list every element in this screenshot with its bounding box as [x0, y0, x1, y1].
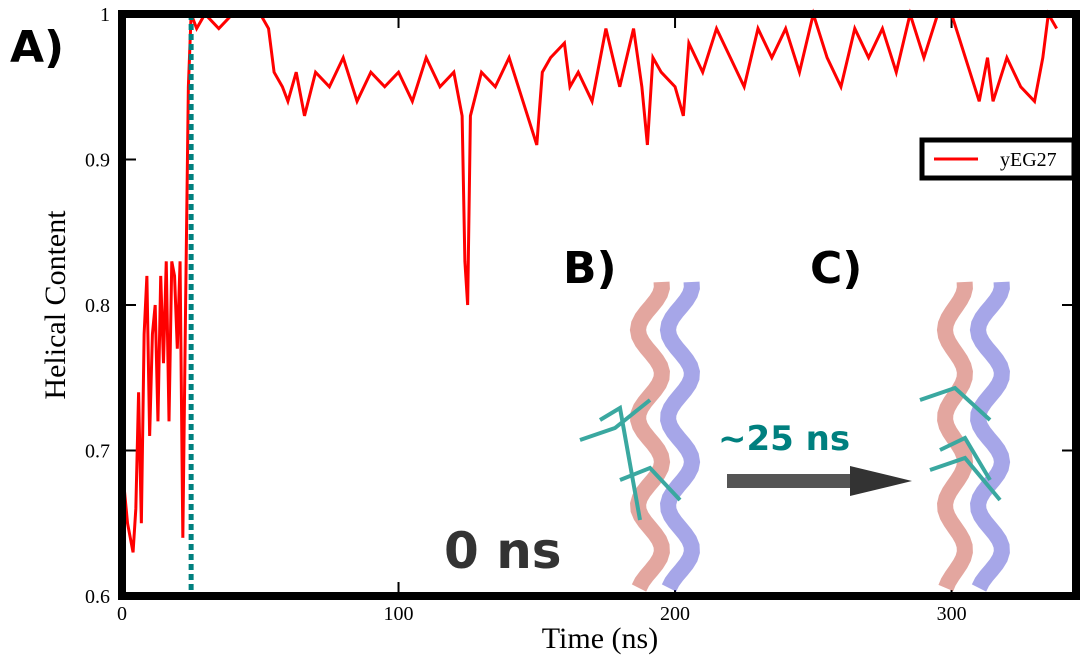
molecule — [619, 465, 682, 502]
x-tick-label: 300 — [937, 603, 967, 625]
x-axis-label: Time (ns) — [542, 622, 658, 655]
y-tick-label: 0.8 — [85, 295, 110, 317]
annotation: A) — [10, 22, 64, 73]
molecule — [929, 455, 1002, 502]
helix — [659, 281, 701, 592]
helix — [969, 281, 1011, 592]
legend-label: yEG27 — [1000, 149, 1057, 171]
y-tick-label: 0.9 — [85, 150, 110, 172]
molecule — [579, 398, 652, 442]
y-axis-label: Helical Content — [39, 210, 72, 400]
plot-frame — [118, 10, 1080, 600]
x-tick-label: 100 — [384, 603, 414, 625]
y-tick-label: 0.7 — [85, 441, 110, 463]
y-tick-label: 1 — [100, 4, 110, 26]
data-line — [120, 8, 1058, 553]
annotation: ~25 ns — [718, 419, 850, 459]
arrow-head — [850, 466, 912, 496]
molecule — [598, 404, 642, 521]
molecule — [939, 435, 992, 482]
inset-background — [570, 282, 1060, 590]
y-tick-label: 0.6 — [85, 586, 110, 608]
annotation: B) — [563, 243, 617, 294]
helix — [936, 281, 974, 592]
annotation: 0 ns — [444, 522, 562, 580]
arrow-shaft — [727, 474, 852, 488]
annotation: C) — [810, 243, 862, 294]
x-tick-label: 200 — [660, 603, 690, 625]
molecule — [919, 385, 992, 422]
helix — [629, 281, 671, 592]
x-tick-label: 0 — [117, 603, 127, 625]
